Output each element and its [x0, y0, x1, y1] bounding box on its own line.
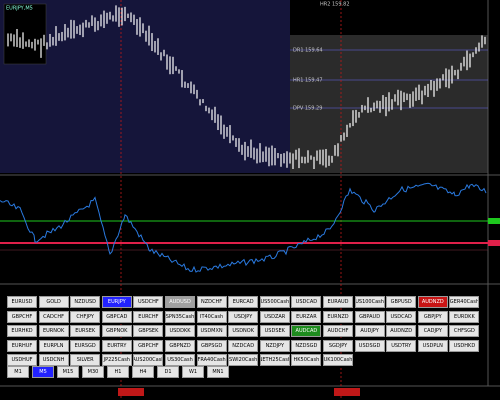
level-tag: [488, 218, 500, 224]
symbol-button[interactable]: USDSEK: [259, 325, 290, 338]
symbol-button[interactable]: EURCAD: [228, 296, 259, 308]
symbol-button[interactable]: USDDKK: [165, 325, 195, 338]
symbol-button[interactable]: EURUSD: [7, 296, 37, 308]
timeframe-button[interactable]: M5: [32, 366, 54, 378]
level-label: HR1 159.47: [293, 78, 323, 84]
symbol-label: EURJPY,M5: [6, 6, 33, 12]
symbol-button[interactable]: USDJPY: [228, 310, 259, 323]
symbol-button[interactable]: GBPCHF: [7, 310, 37, 323]
symbol-button[interactable]: AUDJPY: [354, 325, 385, 338]
symbol-button[interactable]: EURHUF: [7, 339, 37, 352]
symbol-button[interactable]: EURAUD: [323, 296, 353, 308]
symbol-button[interactable]: CHFSGD: [449, 325, 480, 338]
time-tag: [118, 388, 144, 396]
symbol-button[interactable]: GBPAUD: [354, 310, 385, 323]
symbol-button[interactable]: AUDUSD: [165, 296, 195, 308]
symbol-button[interactable]: SWI20Cash: [228, 354, 259, 367]
time-tag: [334, 388, 360, 396]
symbol-button[interactable]: EURSEK: [70, 325, 101, 338]
symbol-button[interactable]: US30Cash: [165, 354, 195, 367]
timeframe-button[interactable]: D1: [157, 366, 179, 378]
symbol-button[interactable]: USDCHF: [133, 296, 164, 308]
oscillator-line: [0, 182, 487, 273]
symbol-button[interactable]: GBPNZD: [165, 339, 195, 352]
symbol-button[interactable]: HK50Cash: [291, 354, 322, 367]
symbol-button[interactable]: AUDCHF: [323, 325, 353, 338]
level-label: DR1 159.64: [293, 48, 323, 54]
symbol-button[interactable]: GBPCAD: [101, 310, 132, 323]
symbol-button[interactable]: USDTRY: [386, 339, 417, 352]
symbol-button[interactable]: USDCAD: [291, 296, 322, 308]
symbol-button[interactable]: GBPJPY: [417, 310, 448, 323]
symbol-button[interactable]: GBPSEK: [133, 325, 164, 338]
symbol-button[interactable]: NZDJPY: [259, 339, 290, 352]
symbol-button[interactable]: NZDSGD: [291, 339, 322, 352]
symbol-button[interactable]: EURPLN: [38, 339, 69, 352]
symbol-button[interactable]: EURZAR: [291, 310, 322, 323]
symbol-button[interactable]: SPN35Cash: [165, 310, 195, 323]
info-box: [3, 3, 47, 65]
symbol-button[interactable]: GBPUSD: [386, 296, 417, 308]
level-label: DPV 159.29: [293, 106, 322, 112]
symbol-button[interactable]: UK100Cash: [323, 354, 353, 367]
symbol-button[interactable]: US100Cash: [354, 296, 385, 308]
symbol-button[interactable]: GBPSGD: [196, 339, 227, 352]
symbol-button[interactable]: EURNZD: [323, 310, 353, 323]
symbol-button[interactable]: CADJPY: [417, 325, 448, 338]
symbol-button[interactable]: EURDKK: [449, 310, 480, 323]
price-candles: [7, 5, 486, 169]
symbol-button[interactable]: NETH25Cash: [259, 354, 290, 367]
symbol-button[interactable]: GBPCHF: [133, 339, 164, 352]
symbol-button[interactable]: AUS200Cash: [133, 354, 164, 367]
symbol-button[interactable]: NZDUSD: [70, 296, 101, 308]
symbol-button[interactable]: EURTRY: [101, 339, 132, 352]
symbol-button[interactable]: NZDCHF: [196, 296, 227, 308]
timeframe-button[interactable]: M1: [7, 366, 29, 378]
symbol-button[interactable]: EURNOK: [38, 325, 69, 338]
symbol-button[interactable]: JP225Cash: [101, 354, 132, 367]
symbol-button[interactable]: USDPLN: [417, 339, 448, 352]
symbol-button[interactable]: NZDCAD: [228, 339, 259, 352]
timeframe-button[interactable]: M15: [57, 366, 79, 378]
symbol-button[interactable]: USDHKD: [449, 339, 480, 352]
symbol-button[interactable]: SILVER: [70, 354, 101, 367]
symbol-button[interactable]: FRA40Cash: [196, 354, 227, 367]
symbol-button[interactable]: EURHKD: [7, 325, 37, 338]
symbol-button[interactable]: USDZAR: [259, 310, 290, 323]
chart-bg: [0, 0, 290, 173]
symbol-button[interactable]: USDMXN: [196, 325, 227, 338]
symbol-button[interactable]: CADCHF: [38, 310, 69, 323]
level-label: HR2 159.82: [320, 2, 350, 8]
symbol-button[interactable]: USDCAD: [386, 310, 417, 323]
symbol-button[interactable]: US500Cash: [259, 296, 290, 308]
symbol-button[interactable]: AUDNZD: [417, 296, 448, 308]
symbol-button[interactable]: SGDJPY: [323, 339, 353, 352]
symbol-button[interactable]: EURSGD: [70, 339, 101, 352]
symbol-button[interactable]: GER40Cash: [449, 296, 480, 308]
symbol-button[interactable]: EURJPY: [101, 296, 132, 308]
symbol-button[interactable]: AUDCAD: [291, 325, 322, 338]
symbol-button[interactable]: EURCHF: [133, 310, 164, 323]
timeframe-button[interactable]: MN1: [207, 366, 229, 378]
symbol-button[interactable]: AUDNZD: [386, 325, 417, 338]
symbol-button[interactable]: USDCNH: [38, 354, 69, 367]
symbol-button[interactable]: USDNOK: [228, 325, 259, 338]
symbol-button[interactable]: USDHUF: [7, 354, 37, 367]
timeframe-button[interactable]: W1: [182, 366, 204, 378]
timeframe-button[interactable]: M30: [82, 366, 104, 378]
timeframe-button[interactable]: H1: [107, 366, 129, 378]
symbol-button[interactable]: IT40Cash: [196, 310, 227, 323]
symbol-button[interactable]: USDSGD: [354, 339, 385, 352]
symbol-button[interactable]: CHFJPY: [70, 310, 101, 323]
level-tag: [488, 240, 500, 246]
symbol-button[interactable]: GBPNOK: [101, 325, 132, 338]
symbol-button[interactable]: GOLD: [38, 296, 69, 308]
timeframe-button[interactable]: H4: [132, 366, 154, 378]
